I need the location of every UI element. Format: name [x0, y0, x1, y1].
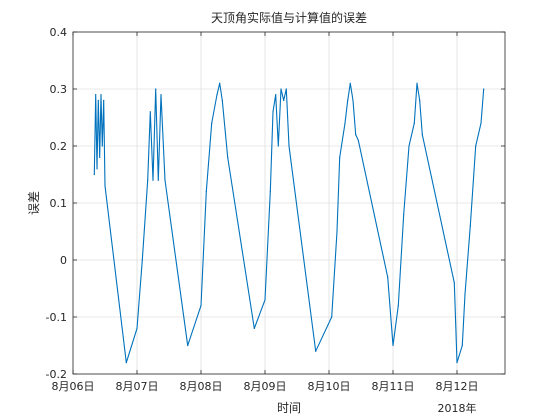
data-point: [413, 122, 415, 124]
data-point: [160, 94, 162, 96]
data-point: [352, 99, 354, 101]
data-point: [344, 122, 346, 124]
data-point: [269, 191, 271, 193]
data-point: [277, 145, 279, 147]
data-point: [221, 99, 223, 101]
data-point: [408, 145, 410, 147]
data-point: [387, 276, 389, 278]
data-point: [97, 99, 99, 101]
x-tick-label: 8月07日: [116, 380, 159, 393]
data-point: [96, 168, 98, 170]
data-point: [211, 122, 213, 124]
data-point: [283, 99, 285, 101]
data-point: [219, 82, 221, 84]
data-point: [464, 293, 466, 295]
data-point: [339, 156, 341, 158]
x-axis-year-label: 2018年: [438, 401, 477, 415]
data-point: [99, 156, 101, 158]
data-point: [453, 282, 455, 284]
data-point: [392, 344, 394, 347]
data-point: [475, 145, 477, 147]
data-point: [104, 185, 106, 187]
y-tick-label: -0.2: [46, 368, 67, 381]
x-tick-label: 8月11日: [372, 380, 415, 393]
axis-ticks: -0.2 -0.1 0 0.1 0.2 0.3 0.4 8月06日 8月07日 8月08日 8月09…: [46, 26, 505, 393]
data-point: [125, 362, 127, 364]
series-layer: [93, 82, 485, 364]
chart-title: 天顶角实际值与计算值的误差: [211, 10, 367, 25]
x-axis-title: 时间: [277, 401, 301, 415]
data-point: [285, 88, 287, 90]
data-point: [315, 350, 317, 352]
data-point: [95, 94, 97, 96]
x-tick-label: 8月06日: [52, 380, 95, 393]
x-tick-label: 8月12日: [436, 380, 479, 393]
data-point: [147, 179, 149, 181]
data-point: [336, 230, 338, 233]
y-tick-label: 0.2: [50, 140, 68, 153]
data-point: [253, 327, 255, 329]
data-point: [347, 99, 349, 101]
data-point: [469, 225, 471, 227]
x-tick-label: 8月10日: [308, 380, 351, 393]
data-point: [100, 94, 102, 96]
data-point: [227, 156, 229, 158]
data-point: [461, 344, 463, 347]
data-point: [141, 259, 143, 261]
data-point: [216, 94, 218, 96]
data-point: [419, 99, 421, 101]
data-point: [187, 344, 189, 347]
data-point: [101, 145, 103, 147]
data-point: [152, 179, 154, 181]
y-tick-label: 0.3: [50, 83, 68, 96]
data-point: [416, 82, 418, 84]
data-point: [421, 134, 423, 136]
data-point: [272, 111, 274, 113]
data-point: [155, 88, 157, 90]
data-point: [164, 179, 166, 181]
data-point: [403, 213, 405, 215]
y-tick-label: 0: [60, 254, 67, 267]
data-point: [224, 128, 226, 130]
data-point: [456, 362, 458, 364]
x-tick-label: 8月09日: [244, 380, 287, 393]
data-point: [275, 94, 277, 96]
y-tick-label: 0.4: [50, 26, 68, 39]
data-point: [397, 305, 399, 307]
data-point: [200, 305, 202, 307]
data-point: [280, 88, 282, 90]
data-point: [205, 191, 207, 193]
data-point: [357, 139, 359, 141]
data-point: [355, 134, 357, 136]
y-tick-label: 0.1: [50, 197, 68, 210]
y-axis-title: 误差: [27, 191, 41, 215]
data-point: [331, 316, 333, 318]
data-point: [349, 82, 351, 84]
y-tick-label: -0.1: [46, 311, 67, 324]
data-point: [288, 145, 290, 147]
data-point: [480, 122, 482, 124]
data-point: [157, 179, 159, 181]
data-point: [103, 99, 105, 101]
data-point: [483, 88, 485, 90]
data-point: [149, 111, 151, 113]
data-point: [136, 327, 138, 329]
x-tick-label: 8月08日: [180, 380, 223, 393]
data-point: [93, 173, 95, 176]
data-point: [264, 299, 266, 301]
